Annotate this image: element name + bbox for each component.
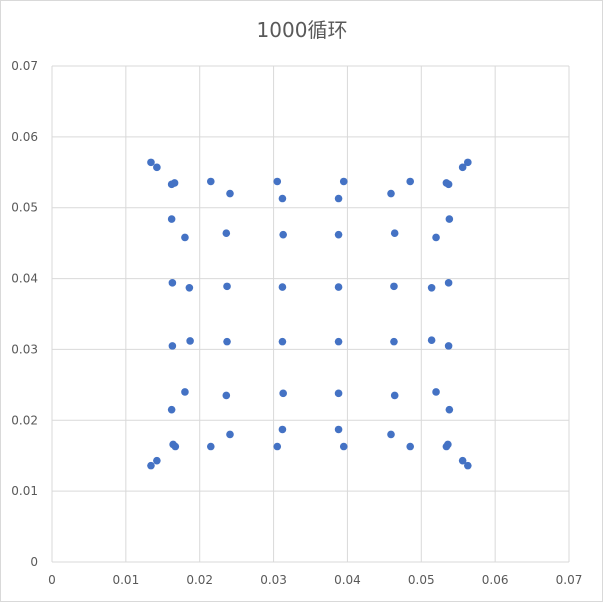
data-point (390, 391, 399, 400)
data-point (279, 389, 287, 398)
x-tick-label: 0.05 (408, 573, 435, 587)
data-point (278, 425, 287, 434)
data-point (222, 391, 231, 400)
x-tick-label: 0.01 (112, 573, 139, 587)
data-point (387, 430, 395, 439)
data-point (147, 158, 155, 167)
data-point (334, 230, 343, 239)
data-point (278, 194, 287, 203)
data-point (390, 229, 399, 238)
data-point (334, 337, 343, 346)
x-tick-label: 0 (48, 573, 56, 587)
data-point (406, 442, 415, 451)
data-point (458, 456, 467, 465)
data-point (186, 337, 194, 345)
data-point (278, 283, 287, 291)
data-point (390, 282, 398, 291)
data-point (334, 283, 343, 291)
data-point (168, 342, 177, 350)
x-tick-label: 0.06 (482, 573, 509, 587)
data-point (432, 388, 440, 396)
data-point (427, 283, 436, 292)
chart-title: 1000循环 (257, 18, 348, 42)
data-points (147, 158, 472, 470)
data-point (181, 388, 189, 396)
data-point (153, 456, 161, 465)
data-point (171, 442, 180, 451)
data-point (223, 337, 231, 346)
x-tick-label: 0.07 (556, 573, 583, 587)
data-point (153, 163, 161, 172)
data-point (444, 180, 453, 189)
data-point (390, 337, 398, 346)
data-point (387, 189, 395, 198)
data-point (168, 279, 177, 287)
data-point (464, 461, 472, 470)
data-point (464, 158, 472, 167)
data-point (181, 233, 189, 242)
data-point (445, 405, 454, 414)
data-point (273, 442, 282, 451)
x-tick-label: 0.02 (186, 573, 213, 587)
data-point (170, 179, 179, 187)
data-point (432, 233, 440, 242)
data-point (279, 230, 287, 239)
data-point (334, 389, 343, 398)
data-point (273, 177, 282, 186)
data-point (334, 194, 343, 203)
data-point (226, 189, 234, 198)
data-point (167, 405, 176, 414)
data-point (226, 430, 234, 439)
y-tick-label: 0.01 (11, 484, 38, 498)
data-point (185, 283, 194, 292)
data-point (206, 442, 215, 451)
data-point (444, 440, 452, 449)
y-tick-label: 0.03 (11, 342, 38, 356)
data-point (167, 215, 176, 223)
x-tick-label: 0.04 (334, 573, 361, 587)
data-point (223, 282, 231, 291)
data-point (445, 215, 454, 223)
y-tick-label: 0.07 (11, 59, 38, 73)
data-point (427, 336, 436, 345)
x-tick-label: 0.03 (260, 573, 287, 587)
y-tick-label: 0.05 (11, 201, 38, 215)
data-point (444, 279, 453, 287)
data-point (406, 177, 415, 186)
data-point (444, 342, 453, 350)
y-tick-label: 0.06 (11, 130, 38, 144)
data-point (334, 425, 343, 434)
y-tick-label: 0 (30, 555, 38, 569)
data-point (458, 163, 467, 172)
data-point (206, 177, 215, 186)
y-tick-label: 0.02 (11, 413, 38, 427)
y-tick-label: 0.04 (11, 272, 38, 286)
data-point (278, 337, 287, 346)
data-point (147, 461, 155, 470)
data-point (222, 229, 231, 238)
gridlines (51, 65, 570, 563)
data-point (339, 177, 348, 186)
data-point (339, 442, 348, 451)
axis-ticks: 0 0.01 0.02 0.03 0.04 0.05 0.06 0.07 0 0.01 0.02 0.… (11, 59, 582, 587)
